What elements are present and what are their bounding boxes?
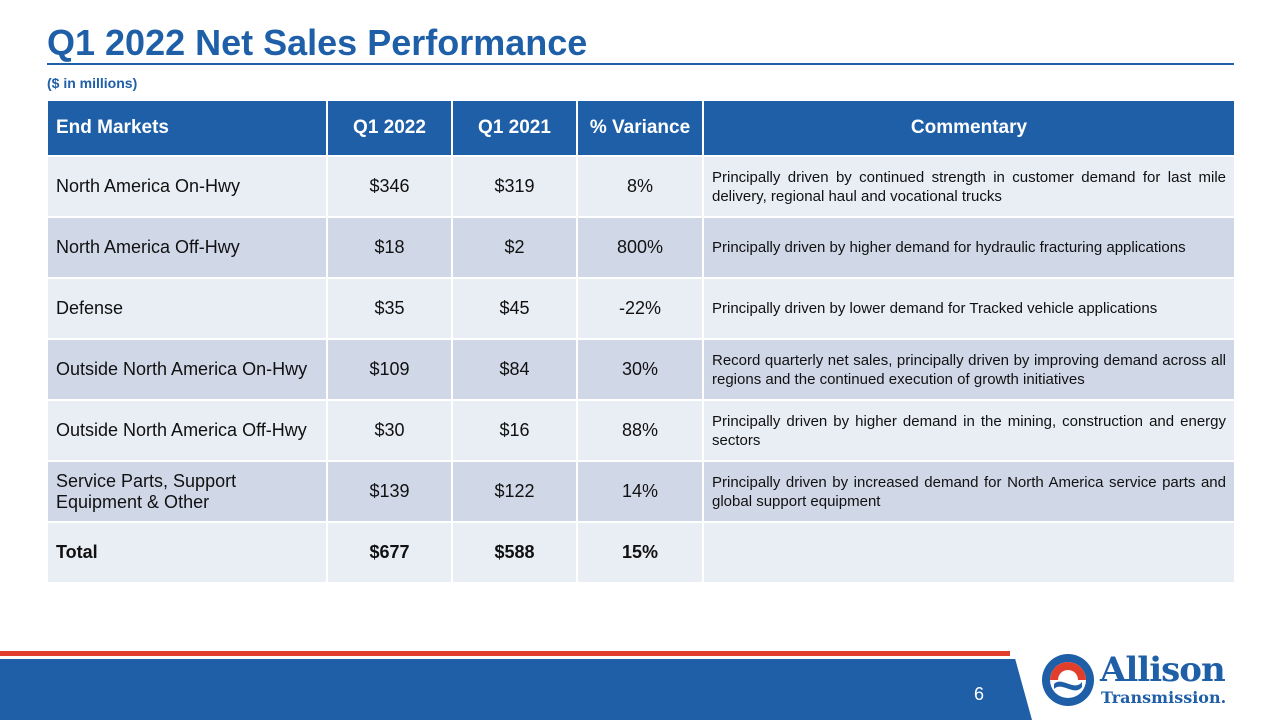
- q1-2022-cell: $139: [326, 460, 453, 523]
- q1-2021-cell: $84: [451, 338, 578, 401]
- table-total-row: Total $677 $588 15%: [46, 521, 1236, 584]
- variance-cell: 800%: [576, 216, 704, 279]
- total-commentary-cell: [702, 521, 1236, 584]
- end-market-cell: North America On-Hwy: [46, 155, 328, 218]
- end-market-cell: Outside North America On-Hwy: [46, 338, 328, 401]
- commentary-cell: Principally driven by continued strength…: [702, 155, 1236, 218]
- end-market-cell: Outside North America Off-Hwy: [46, 399, 328, 462]
- end-market-cell: Service Parts, Support Equipment & Other: [46, 460, 328, 523]
- allison-logo-mark-icon: [1042, 654, 1094, 706]
- q1-2022-cell: $18: [326, 216, 453, 279]
- header-q1-2021: Q1 2021: [451, 99, 578, 157]
- header-end-markets: End Markets: [46, 99, 328, 157]
- variance-cell: 30%: [576, 338, 704, 401]
- table-row: Service Parts, Support Equipment & Other…: [46, 460, 1236, 523]
- q1-2021-cell: $45: [451, 277, 578, 340]
- table-row: Defense $35 $45 -22% Principally driven …: [46, 277, 1236, 340]
- q1-2022-cell: $109: [326, 338, 453, 401]
- table-row: Outside North America On-Hwy $109 $84 30…: [46, 338, 1236, 401]
- header-q1-2022: Q1 2022: [326, 99, 453, 157]
- q1-2022-cell: $35: [326, 277, 453, 340]
- variance-cell: 88%: [576, 399, 704, 462]
- logo-wordmark-line2: Transmission.: [1101, 688, 1227, 707]
- q1-2021-cell: $16: [451, 399, 578, 462]
- net-sales-table: End Markets Q1 2022 Q1 2021 % Variance C…: [46, 99, 1236, 584]
- table-row: North America On-Hwy $346 $319 8% Princi…: [46, 155, 1236, 218]
- end-market-cell: Defense: [46, 277, 328, 340]
- slide-title: Q1 2022 Net Sales Performance: [47, 22, 588, 63]
- q1-2021-cell: $319: [451, 155, 578, 218]
- header-commentary: Commentary: [702, 99, 1236, 157]
- commentary-cell: Record quarterly net sales, principally …: [702, 338, 1236, 401]
- units-note: ($ in millions): [47, 75, 138, 91]
- commentary-cell: Principally driven by higher demand in t…: [702, 399, 1236, 462]
- total-label-cell: Total: [46, 521, 328, 584]
- total-q1-2022-cell: $677: [326, 521, 453, 584]
- title-divider: [47, 63, 1234, 65]
- commentary-cell: Principally driven by lower demand for T…: [702, 277, 1236, 340]
- table-header-row: End Markets Q1 2022 Q1 2021 % Variance C…: [46, 99, 1236, 157]
- table-row: Outside North America Off-Hwy $30 $16 88…: [46, 399, 1236, 462]
- q1-2022-cell: $30: [326, 399, 453, 462]
- commentary-cell: Principally driven by increased demand f…: [702, 460, 1236, 523]
- q1-2022-cell: $346: [326, 155, 453, 218]
- footer-red-stripe: [0, 651, 1010, 656]
- total-variance-cell: 15%: [576, 521, 704, 584]
- variance-cell: 14%: [576, 460, 704, 523]
- table-row: North America Off-Hwy $18 $2 800% Princi…: [46, 216, 1236, 279]
- page-number: 6: [973, 684, 984, 704]
- logo-wordmark-line1: Allison: [1100, 650, 1226, 690]
- end-market-cell: North America Off-Hwy: [46, 216, 328, 279]
- header-variance: % Variance: [576, 99, 704, 157]
- footer-white-stripe: [0, 656, 1010, 659]
- commentary-cell: Principally driven by higher demand for …: [702, 216, 1236, 279]
- variance-cell: -22%: [576, 277, 704, 340]
- q1-2021-cell: $2: [451, 216, 578, 279]
- total-q1-2021-cell: $588: [451, 521, 578, 584]
- q1-2021-cell: $122: [451, 460, 578, 523]
- variance-cell: 8%: [576, 155, 704, 218]
